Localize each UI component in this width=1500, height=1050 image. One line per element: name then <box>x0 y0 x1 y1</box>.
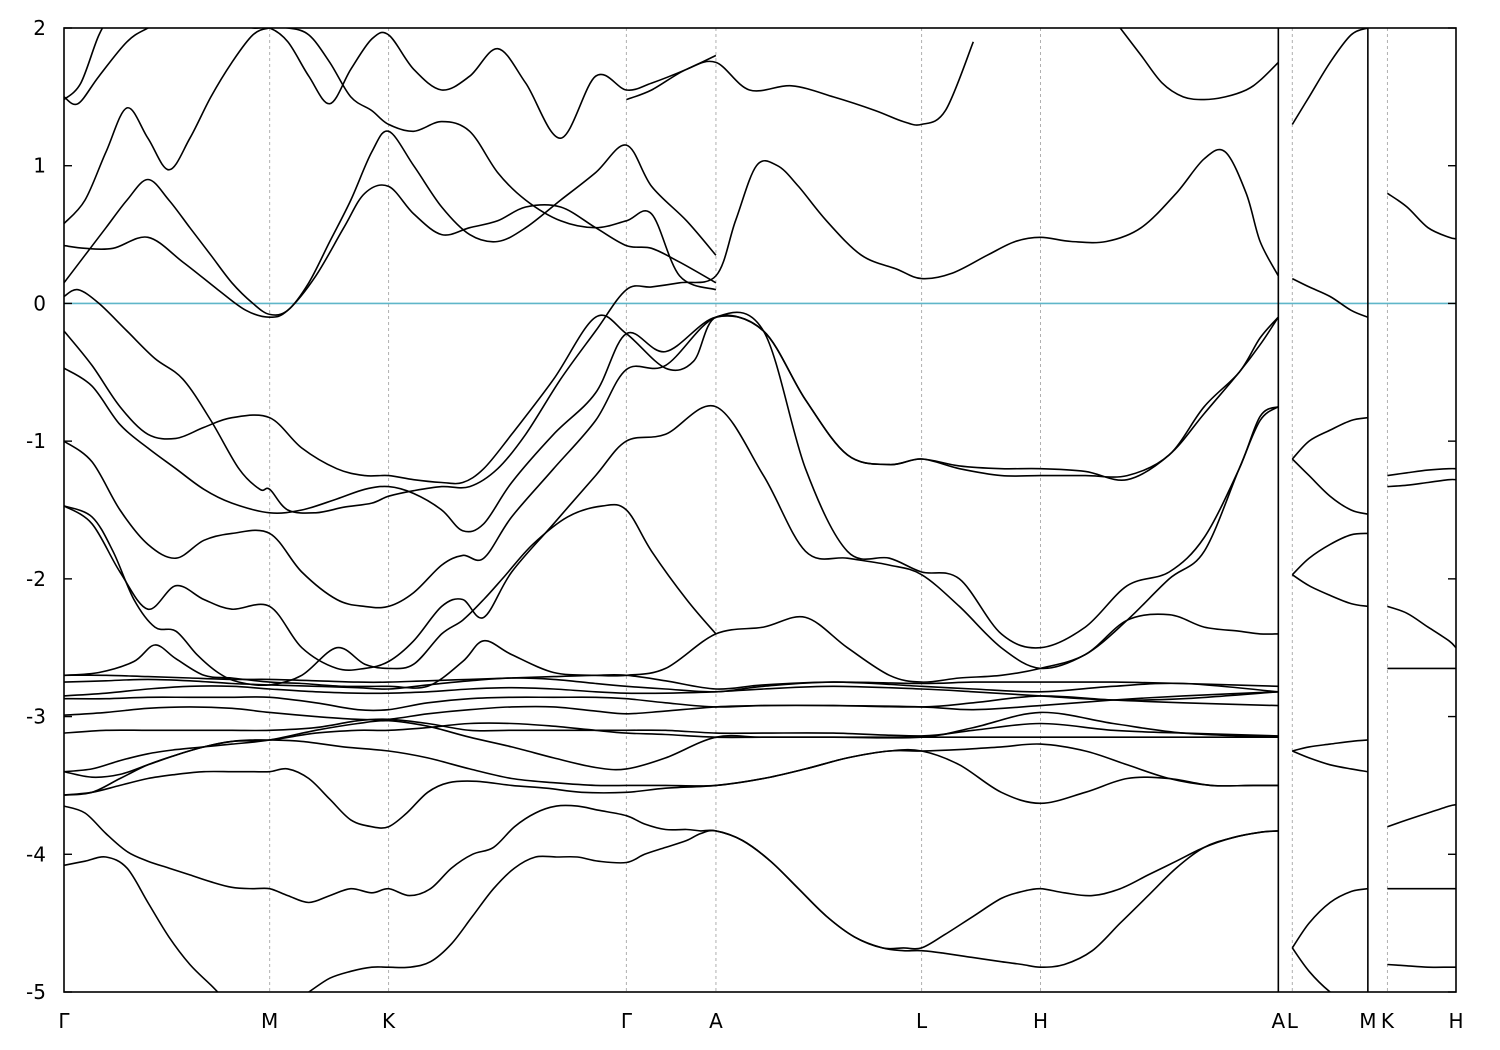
band-line <box>1291 28 1369 125</box>
y-tick-label: 2 <box>33 16 46 40</box>
kpoint-label: H <box>1448 1009 1463 1033</box>
y-tick-label: 1 <box>33 154 46 178</box>
band-line <box>1386 192 1456 240</box>
band-line <box>64 315 1279 533</box>
band-line <box>64 718 1279 737</box>
band-line <box>64 685 1279 701</box>
kpoint-label: Γ <box>621 1009 633 1033</box>
kpoint-label: A <box>709 1009 723 1033</box>
band-line <box>1387 803 1456 828</box>
band-line <box>64 748 1279 829</box>
band-line <box>1387 963 1456 969</box>
band-line <box>1387 467 1456 477</box>
band-line <box>626 41 975 126</box>
band-line <box>64 829 1279 992</box>
y-tick-label: -5 <box>26 980 46 1004</box>
kpoint-label: M <box>1359 1009 1376 1033</box>
band-line <box>64 184 717 318</box>
y-tick-label: 0 <box>33 291 46 315</box>
band-line <box>64 148 1280 514</box>
y-tick-label: -2 <box>26 567 46 591</box>
band-line <box>1291 458 1369 515</box>
kpoint-label: Γ <box>58 1009 70 1033</box>
segment-break-lines <box>1277 28 1369 992</box>
band-line <box>64 711 1279 779</box>
kpoint-label: H <box>1033 1009 1048 1033</box>
band-line <box>64 613 1279 689</box>
band-line <box>64 719 1279 773</box>
band-line <box>1387 605 1456 649</box>
band-line <box>64 404 1279 671</box>
band-line <box>64 739 1279 796</box>
kpoint-label: L <box>916 1009 928 1033</box>
y-tick-label: -1 <box>26 429 46 453</box>
band-line <box>1292 739 1368 752</box>
y-tick-label: -4 <box>26 842 46 866</box>
band-line <box>1291 277 1369 318</box>
kpoint-label: M <box>261 1009 278 1033</box>
band-line <box>1291 416 1369 460</box>
band-line <box>64 804 1279 968</box>
band-line <box>64 311 1279 649</box>
band-line <box>64 677 1279 693</box>
band-line <box>64 28 104 101</box>
band-line <box>64 503 717 687</box>
kpoint-label: A <box>1271 1009 1285 1033</box>
band-line <box>64 130 717 316</box>
band-line <box>1291 532 1368 576</box>
band-line <box>1119 28 1279 101</box>
band-line <box>64 673 1279 690</box>
band-line <box>1291 887 1369 949</box>
kpoint-label: L <box>1287 1009 1299 1033</box>
y-tick-label: -3 <box>26 705 46 729</box>
band-line <box>64 28 717 139</box>
band-line <box>64 28 717 291</box>
band-line <box>64 695 1279 721</box>
band-line <box>1292 750 1369 773</box>
band-line <box>1291 947 1332 992</box>
kpoint-label: K <box>382 1009 396 1033</box>
y-axis-ticks: 2 1 0 -1 -2 -3 -4 -5 <box>26 16 1456 1004</box>
band-line <box>64 691 1279 712</box>
plot-frame <box>63 27 1457 993</box>
band-line <box>64 314 1279 485</box>
band-lines <box>64 28 1456 992</box>
kpoint-label: K <box>1381 1009 1395 1033</box>
band-line <box>1387 478 1456 488</box>
band-line <box>1291 574 1369 608</box>
